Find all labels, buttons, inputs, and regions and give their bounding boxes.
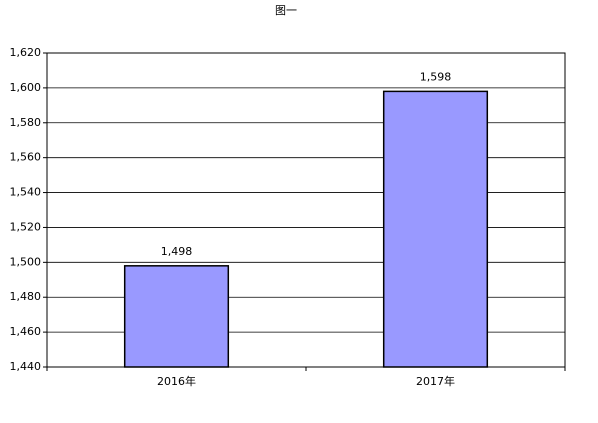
y-tick-label: 1,580 (10, 116, 42, 129)
y-tick-label: 1,500 (10, 255, 42, 268)
x-tick-label: 2017年 (416, 374, 455, 388)
y-tick-label: 1,480 (10, 290, 42, 303)
bar (123, 265, 230, 368)
y-tick-label: 1,460 (10, 325, 42, 338)
x-tick-label: 2016年 (157, 374, 196, 388)
bar (382, 90, 489, 368)
y-tick-label: 1,560 (10, 151, 42, 164)
y-tick-label: 1,540 (10, 186, 42, 199)
y-tick-label: 1,520 (10, 220, 42, 233)
value-label: 1,598 (420, 70, 452, 83)
y-tick-label: 1,440 (10, 360, 42, 373)
chart-title: 图一 (275, 4, 297, 17)
y-tick-label: 1,620 (10, 46, 42, 59)
y-tick-label: 1,600 (10, 81, 42, 94)
value-label: 1,498 (161, 245, 193, 258)
